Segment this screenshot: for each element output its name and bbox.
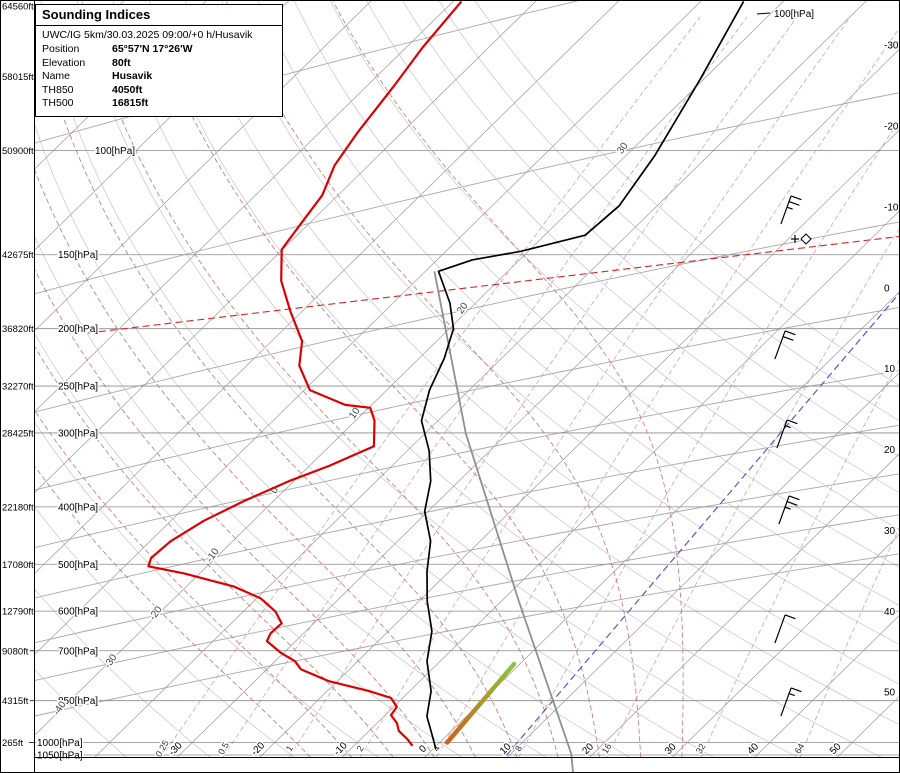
mixing-ratio-label: 32 <box>694 742 708 756</box>
right-temp-label: 30 <box>884 526 896 537</box>
altitude-label: 4315ft <box>2 696 29 707</box>
sounding-indices-panel: Sounding Indices UWC/IG 5km/30.03.2025 0… <box>35 4 283 117</box>
pressure-label: 700[hPa] <box>58 646 98 657</box>
sloped-line-label: 20 <box>455 300 471 316</box>
info-row: Name Husavik <box>42 70 276 84</box>
altitude-label: 22180ft <box>2 502 34 513</box>
altitude-label: 32270ft <box>2 382 34 393</box>
panel-title: Sounding Indices <box>36 5 282 26</box>
info-row: TH500 16815ft <box>42 97 276 111</box>
info-row: Position 65°57'N 17°26'W <box>42 43 276 57</box>
mixing-ratio-label: 64 <box>793 742 807 756</box>
info-row: Elevation 80ft <box>42 57 276 71</box>
altitude-label: 64560ft <box>2 1 34 12</box>
panel-rows: Position 65°57'N 17°26'W Elevation 80ft Name… <box>36 42 282 116</box>
right-temp-label: 10 <box>884 364 896 375</box>
altitude-label: 42675ft <box>2 250 34 261</box>
info-row-label: TH500 <box>42 97 74 109</box>
max-wind-marker <box>791 233 812 245</box>
pressure-label: 100[hPa] <box>95 146 135 157</box>
top-right-pressure-label: 100[hPa] <box>774 9 814 20</box>
altitude-label: 12790ft <box>2 607 34 618</box>
altitude-label: 50900ft <box>2 146 34 157</box>
dewpoint-curve <box>147 0 463 747</box>
info-row-label: Position <box>42 43 80 55</box>
mixing-ratio-label: 16 <box>600 742 614 756</box>
right-temp-label: 50 <box>884 688 896 699</box>
sloped-line-label: -10 <box>204 546 222 565</box>
mixing-ratio-label: 8 <box>513 744 524 753</box>
pressure-label: 850[hPa] <box>58 696 98 707</box>
background-grid <box>35 0 900 757</box>
mixing-ratio-label: 1 <box>284 744 295 753</box>
right-temp-label: 0 <box>884 283 890 294</box>
sounding-curves <box>147 0 745 773</box>
parcel-line <box>433 271 574 773</box>
sloped-line-label: 10 <box>347 405 363 421</box>
wind-barb <box>776 419 798 449</box>
sloped-line-label: 30 <box>615 140 631 156</box>
wind-barbs <box>774 195 812 717</box>
red-dashed-line <box>87 235 900 334</box>
wind-barb <box>774 614 796 644</box>
altitude-label: 265ft <box>2 738 23 749</box>
sloped-line-label: -20 <box>147 604 165 623</box>
temperature-curve <box>420 0 745 750</box>
info-row-value: 16815ft <box>112 97 149 109</box>
pressure-label: 1000[hPa] <box>37 738 83 749</box>
pressure-label: 150[hPa] <box>58 250 98 261</box>
pressure-label: 1050[hPa] <box>37 751 83 762</box>
altitude-label: 17080ft <box>2 560 34 571</box>
info-row: TH850 4050ft <box>42 84 276 98</box>
altitude-label: 58015ft <box>2 72 34 83</box>
info-row-label: Elevation <box>42 56 86 69</box>
altitude-label: 36820ft <box>2 324 34 335</box>
right-temp-label: -20 <box>884 122 899 133</box>
mixing-ratio-label: 0.5 <box>216 741 231 757</box>
right-temp-label: -30 <box>884 41 899 52</box>
pressure-label: 250[hPa] <box>58 382 98 393</box>
pressure-label: 600[hPa] <box>58 607 98 618</box>
info-row-label: Name <box>42 70 71 82</box>
info-row-value: Husavik <box>112 70 153 82</box>
pressure-label: 200[hPa] <box>58 324 98 335</box>
wind-barb <box>780 195 802 225</box>
sloped-line-label: -30 <box>102 652 120 671</box>
bottom-temp-label: 0 <box>417 743 429 755</box>
wind-barb <box>778 495 800 525</box>
pressure-label: 300[hPa] <box>58 428 98 439</box>
pressure-label: 500[hPa] <box>58 560 98 571</box>
right-temp-label: -10 <box>884 202 899 213</box>
right-temp-label: 40 <box>884 607 896 618</box>
altitude-label: 28425ft <box>2 428 34 439</box>
wind-barb <box>780 687 802 717</box>
right-temp-label: 20 <box>884 445 896 456</box>
info-row-label: TH850 <box>42 83 74 96</box>
altitude-label: 9080ft <box>2 646 29 657</box>
info-row-value: 80ft <box>112 56 131 69</box>
info-row-value: 4050ft <box>112 83 143 96</box>
mixing-ratio-label: 2 <box>355 744 366 753</box>
panel-subtitle: UWC/IG 5km/30.03.2025 09:00/+0 h/Husavik <box>42 29 253 41</box>
wind-barb <box>774 330 796 360</box>
pressure-label: 400[hPa] <box>58 502 98 513</box>
blue-dashed-line <box>504 291 900 757</box>
info-row-value: 65°57'N 17°26'W <box>112 43 193 55</box>
cape-segment <box>444 661 517 745</box>
